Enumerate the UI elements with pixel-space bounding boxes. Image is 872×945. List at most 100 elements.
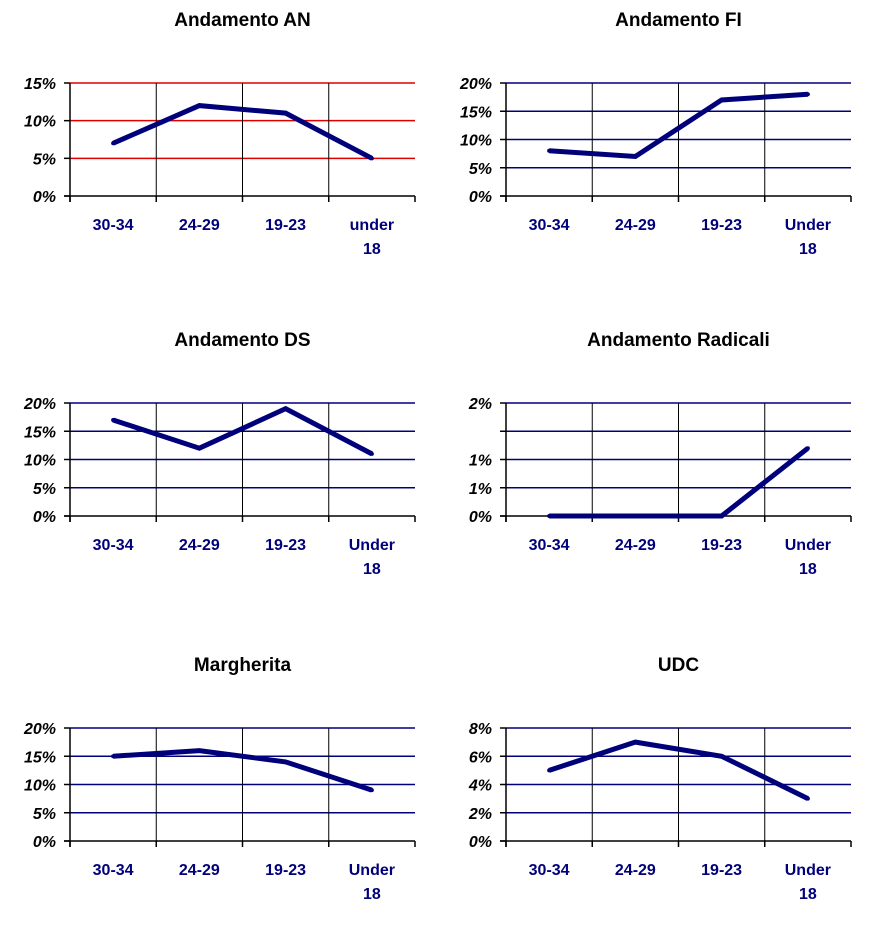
x-tick-label: 24-29 xyxy=(179,217,220,234)
y-tick-label: 0% xyxy=(33,834,56,851)
y-tick-label: 2% xyxy=(468,806,492,823)
chart-title: Andamento AN xyxy=(174,10,311,31)
data-point xyxy=(369,451,374,456)
chart-udc: UDC 0% 2% 4% 6% 8% 30-34 24-29 19-23 Under 18 xyxy=(436,645,872,945)
y-tick-label: 20% xyxy=(459,76,492,93)
x-tick-label: Under 18 xyxy=(785,537,831,578)
data-point xyxy=(197,103,202,108)
y-tick-label: 15% xyxy=(24,424,56,441)
data-point xyxy=(547,514,552,518)
y-tick-label: 0% xyxy=(469,834,492,851)
x-tick-label: 30-34 xyxy=(93,537,134,554)
y-tick-label: 0% xyxy=(469,189,492,206)
y-tick-label: 6% xyxy=(469,749,492,766)
y-tick-label: 0% xyxy=(33,509,56,526)
data-point xyxy=(805,796,810,801)
x-tick-label: 30-34 xyxy=(529,217,570,234)
y-tick-label: 10% xyxy=(24,114,56,131)
y-tick-label: 10% xyxy=(24,453,56,470)
chart-svg: Andamento DS 0% 5% 10% 15% 20% 30-34 24-29 19-23… xyxy=(23,330,416,578)
chart-andamento-fi: Andamento FI 0% 5% 10% 15% 20% 30-34 24-29 19-23… xyxy=(436,0,872,300)
series-line xyxy=(112,103,374,161)
data-point xyxy=(719,514,724,518)
data-point xyxy=(197,446,202,451)
chart-svg: Andamento FI 0% 5% 10% 15% 20% 30-34 24-29 19-23… xyxy=(459,10,852,258)
x-tick-label: 30-34 xyxy=(529,537,570,554)
y-tick-label: 1% xyxy=(469,481,492,498)
data-point xyxy=(719,754,724,759)
y-tick-label: 20% xyxy=(23,721,56,738)
data-point xyxy=(633,740,638,745)
y-tick-label: 8% xyxy=(469,721,492,738)
y-tick-label: 15% xyxy=(24,76,56,93)
x-tick-label: 30-34 xyxy=(93,217,134,234)
chart-svg: Andamento AN 0% 5% 10% 15% 30-34 24-29 19-23 und… xyxy=(24,10,416,258)
x-tick-label: Under 18 xyxy=(349,537,395,578)
x-tick-label: 19-23 xyxy=(701,537,742,554)
x-tick-label: 30-34 xyxy=(93,862,134,879)
x-tick-label: 19-23 xyxy=(701,862,742,879)
series-line xyxy=(549,446,810,519)
x-tick-label: 24-29 xyxy=(179,862,220,879)
data-point xyxy=(283,406,288,411)
data-point xyxy=(633,514,638,518)
x-tick-label: 19-23 xyxy=(265,862,306,879)
data-point xyxy=(719,97,724,102)
chart-svg: UDC 0% 2% 4% 6% 8% 30-34 24-29 19-23 Under 18 xyxy=(468,655,852,903)
y-tick-label: 1% xyxy=(469,453,492,470)
y-tick-label: 4% xyxy=(468,778,492,795)
chart-title: Andamento FI xyxy=(615,10,742,31)
chart-svg: Andamento Radicali 0% 1% 1% 2% 30-34 24-29 19-2… xyxy=(468,330,852,578)
data-point xyxy=(111,417,116,422)
x-tick-label: Under 18 xyxy=(785,862,831,903)
chart-title: UDC xyxy=(658,655,699,676)
chart-margherita: Margherita 0% 5% 10% 15% 20% 30-34 24-29 19-23 Un… xyxy=(0,645,436,945)
data-point xyxy=(633,154,638,159)
x-tick-label: Under 18 xyxy=(349,862,395,903)
x-tick-label: 24-29 xyxy=(615,217,656,234)
chart-andamento-ds: Andamento DS 0% 5% 10% 15% 20% 30-34 24-29 19-23… xyxy=(0,320,436,620)
data-point xyxy=(111,141,116,146)
x-tick-label: 19-23 xyxy=(265,537,306,554)
y-tick-label: 15% xyxy=(24,749,56,766)
y-tick-label: 5% xyxy=(469,161,492,178)
data-point xyxy=(547,768,552,773)
y-tick-label: 10% xyxy=(460,133,492,150)
y-tick-label: 5% xyxy=(33,806,56,823)
data-point xyxy=(805,446,810,451)
data-point xyxy=(283,111,288,116)
data-point xyxy=(547,148,552,153)
x-tick-label: 30-34 xyxy=(529,862,570,879)
chart-svg: Margherita 0% 5% 10% 15% 20% 30-34 24-29 19-23 Un… xyxy=(23,655,416,903)
y-tick-label: 5% xyxy=(33,481,56,498)
data-point xyxy=(111,754,116,759)
x-tick-label: 24-29 xyxy=(615,862,656,879)
data-point xyxy=(283,759,288,764)
data-point xyxy=(369,156,374,161)
x-tick-label: 24-29 xyxy=(179,537,220,554)
series-line xyxy=(548,91,809,159)
x-tick-label: 19-23 xyxy=(701,217,742,234)
y-tick-label: 5% xyxy=(33,151,56,168)
y-tick-label: 20% xyxy=(23,396,56,413)
chart-title: Andamento Radicali xyxy=(587,330,770,351)
series-line xyxy=(112,748,373,793)
x-tick-label: under 18 xyxy=(350,217,394,258)
data-point xyxy=(197,748,202,753)
x-tick-label: 24-29 xyxy=(615,537,656,554)
chart-title: Andamento DS xyxy=(174,330,310,351)
y-tick-label: 2% xyxy=(468,396,492,413)
chart-title: Margherita xyxy=(194,655,292,676)
y-tick-label: 15% xyxy=(460,104,492,121)
data-point xyxy=(369,788,374,793)
series-line xyxy=(112,405,374,457)
chart-andamento-radicali: Andamento Radicali 0% 1% 1% 2% 30-34 24-29 19-2… xyxy=(436,320,872,620)
data-point xyxy=(805,92,810,97)
y-tick-label: 0% xyxy=(469,509,492,526)
series-line xyxy=(548,739,809,801)
x-tick-label: Under 18 xyxy=(785,217,831,258)
chart-andamento-an: Andamento AN 0% 5% 10% 15% 30-34 24-29 19-23 und… xyxy=(0,0,436,300)
y-tick-label: 0% xyxy=(33,189,56,206)
x-tick-label: 19-23 xyxy=(265,217,306,234)
y-tick-label: 10% xyxy=(24,778,56,795)
